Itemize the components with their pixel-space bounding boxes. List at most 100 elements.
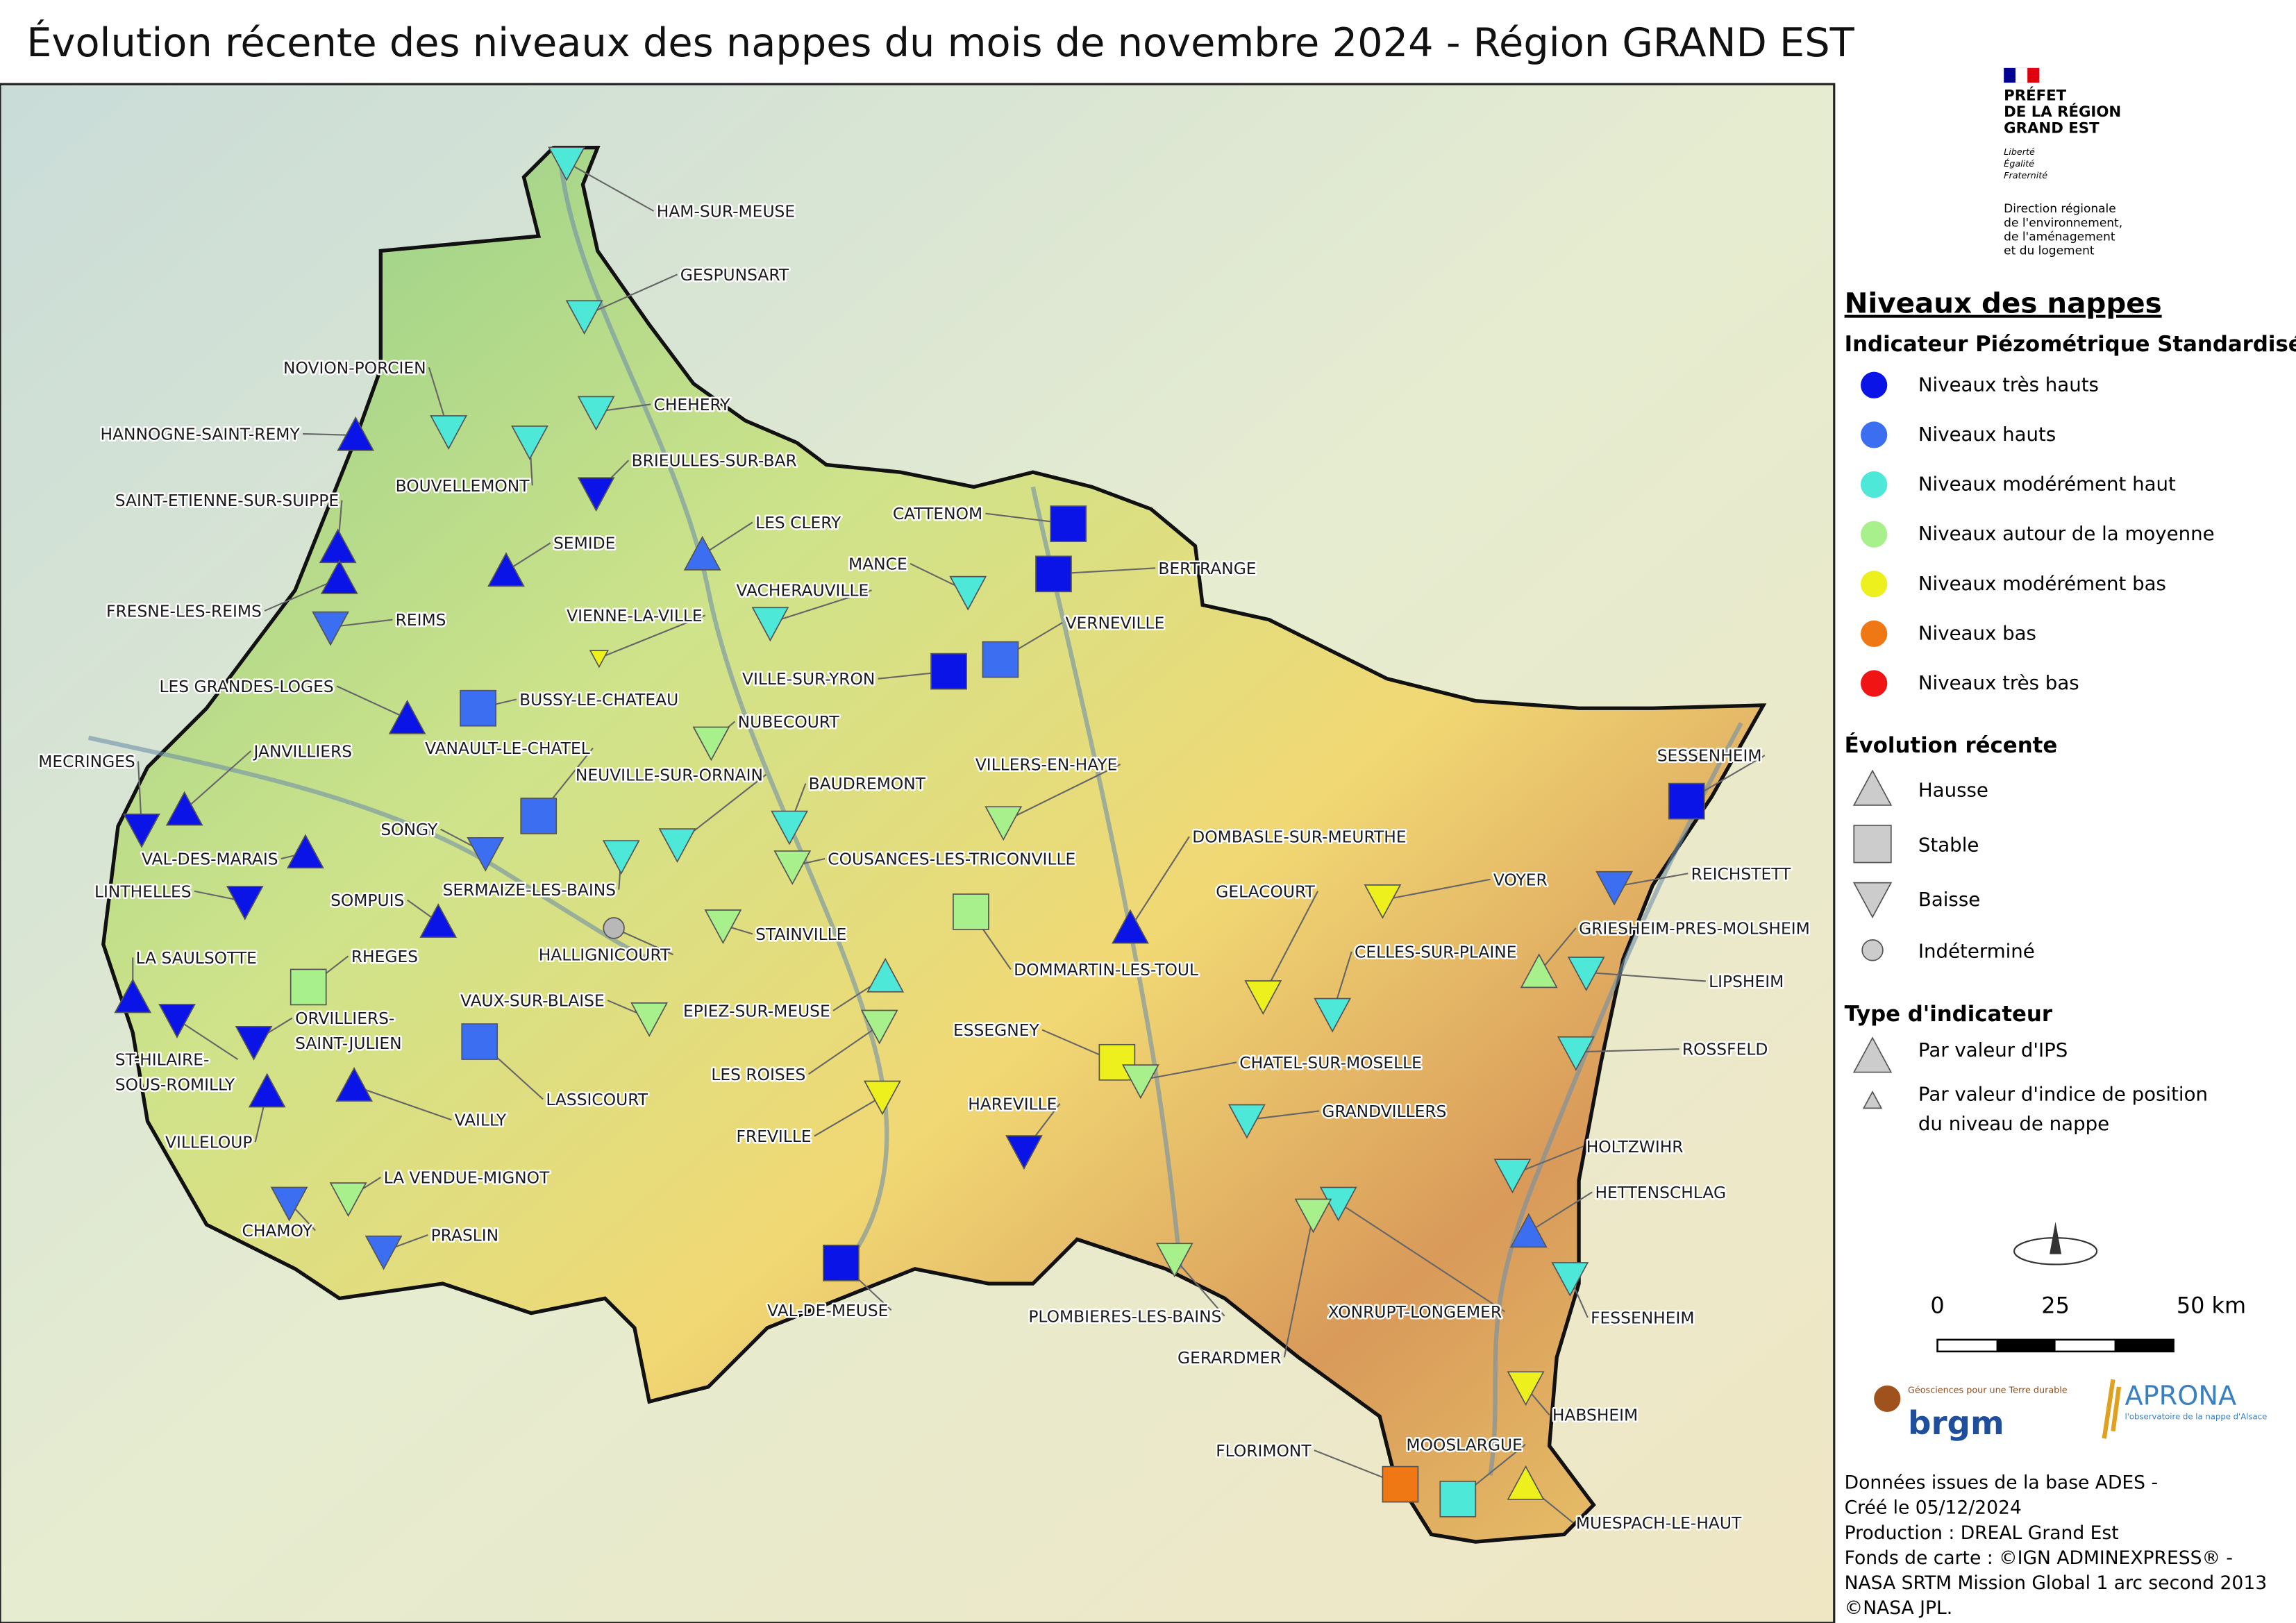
marker-down	[329, 1182, 367, 1218]
station-label: RHEGES	[351, 947, 418, 966]
leader-line	[1338, 1202, 1506, 1313]
station-label: MANCE	[848, 554, 907, 573]
motto-text: Fraternité	[2004, 171, 2047, 181]
leader-line	[183, 750, 252, 811]
legend-type: du niveau de nappe	[1918, 1112, 2109, 1135]
marker-down	[270, 1186, 308, 1222]
station-label: EPIEZ-SUR-MEUSE	[683, 1001, 830, 1020]
marker-down	[1155, 1243, 1193, 1278]
marker-down	[1294, 1198, 1332, 1234]
station-label: SOMPUIS	[330, 891, 404, 910]
leader-line	[1382, 878, 1491, 901]
direction-text: Direction régionale	[2004, 202, 2116, 216]
marker-square	[1853, 825, 1892, 864]
marker-down	[1005, 1135, 1043, 1170]
station-label: ROSSFELD	[1682, 1040, 1768, 1059]
station-label: VAL-DE-MEUSE	[767, 1301, 888, 1320]
marker-down	[1244, 980, 1282, 1015]
legend-trend: Baisse	[1918, 888, 1980, 911]
compass-needle	[2050, 1221, 2062, 1254]
marker-up	[866, 957, 905, 993]
flag-red	[2027, 67, 2040, 83]
station-label: NOVION-PORCIEN	[283, 358, 426, 378]
station-label: VACHERAUVILLE	[737, 581, 869, 600]
station-label: VERNEVILLE	[1065, 613, 1164, 632]
marker-up	[1112, 909, 1149, 944]
legend-swatch	[1861, 471, 1888, 498]
station-label: SERMAIZE-LES-BAINS	[443, 880, 616, 900]
marker-down	[430, 415, 468, 450]
marker-square	[461, 1023, 498, 1060]
marker-down	[548, 146, 586, 182]
station-label: HAM-SUR-MEUSE	[657, 201, 795, 221]
marker-down	[158, 1004, 196, 1038]
marker-down	[1567, 957, 1605, 991]
station-label: CHATEL-SUR-MOSELLE	[1239, 1053, 1422, 1073]
station-label: ESSEGNEY	[953, 1020, 1040, 1040]
credit-line: Données issues de la base ADES -	[1845, 1472, 2158, 1494]
leader-line	[584, 274, 678, 317]
marker-down	[860, 1009, 898, 1045]
leader-line	[566, 161, 655, 212]
marker-down	[864, 1080, 901, 1116]
credit-line: Production : DREAL Grand Est	[1845, 1522, 2119, 1544]
marker-up	[320, 559, 358, 594]
marker-down	[1557, 1036, 1595, 1071]
leader-line	[814, 1095, 883, 1137]
marker-down	[773, 850, 812, 885]
station-label: COUSANCES-LES-TRICONVILLE	[828, 850, 1075, 869]
station-label: GESPUNSART	[680, 265, 789, 285]
scale-label: 0	[1930, 1293, 1944, 1319]
station-label: LASSICOURT	[546, 1090, 648, 1109]
station-label: FESSENHEIM	[1591, 1308, 1694, 1327]
station-label: VAUX-SUR-BLAISE	[460, 991, 605, 1011]
marker-down	[1551, 1262, 1589, 1297]
legend-swatch	[1861, 521, 1888, 548]
station-label: GRANDVILLERS	[1322, 1102, 1446, 1121]
station-label: HOLTZWIHR	[1586, 1137, 1684, 1157]
station-label: ST-HILAIRE-	[115, 1050, 210, 1070]
motto-text: Égalité	[2004, 158, 2034, 169]
station-label: XONRUPT-LONGEMER	[1328, 1302, 1502, 1322]
station-label: BAUDREMONT	[809, 774, 926, 793]
marker-up	[1852, 1036, 1893, 1073]
marker-down	[1314, 998, 1352, 1033]
prefet-text: DE LA RÉGION	[2004, 103, 2121, 121]
station-label: LINTHELLES	[94, 882, 192, 901]
leader-line	[598, 614, 706, 659]
station-label: HETTENSCHLAG	[1595, 1183, 1726, 1202]
station-label: MUESPACH-LE-HAUT	[1576, 1513, 1742, 1533]
station-label: GELACOURT	[1216, 882, 1315, 901]
brgm-logo-mark	[1874, 1385, 1901, 1413]
station-label: BRIEULLES-SUR-BAR	[632, 451, 797, 471]
legend-subtitle: Indicateur Piézométrique Standardisé	[1845, 332, 2296, 357]
station-label: PRASLIN	[431, 1225, 499, 1245]
station-label: PLOMBIERES-LES-BAINS	[1028, 1306, 1221, 1326]
station-label: SEMIDE	[553, 534, 615, 553]
direction-text: de l'aménagement	[2004, 230, 2115, 244]
marker-down	[312, 611, 350, 646]
station-label: CHEHERY	[654, 395, 731, 414]
leader-line	[1262, 891, 1319, 997]
legend-swatch	[1861, 620, 1888, 648]
station-label: BOUVELLEMONT	[396, 476, 530, 496]
station-label: FLORIMONT	[1216, 1441, 1312, 1461]
leader-line	[702, 521, 753, 556]
station-label: NEUVILLE-SUR-ORNAIN	[576, 765, 763, 784]
station-label: VILLE-SUR-YRON	[742, 669, 875, 689]
station-label: DOMMARTIN-LES-TOUL	[1014, 960, 1198, 979]
leader-line	[1130, 836, 1190, 929]
station-label: VAILLY	[455, 1111, 507, 1130]
marker-down	[704, 909, 742, 944]
leader-line	[1246, 1110, 1320, 1121]
title: Évolution récente des niveaux des nappes…	[26, 19, 1854, 66]
credit-line: Créé le 05/12/2024	[1845, 1497, 2022, 1519]
legend-type: Par valeur d'indice de position	[1918, 1083, 2208, 1106]
marker-down	[771, 810, 808, 846]
legend-trend: Hausse	[1918, 779, 1988, 802]
station-label: JANVILLIERS	[253, 741, 353, 761]
leader-line	[1614, 873, 1689, 888]
station-label: BERTRANGE	[1158, 559, 1256, 578]
marker-down	[589, 650, 610, 668]
